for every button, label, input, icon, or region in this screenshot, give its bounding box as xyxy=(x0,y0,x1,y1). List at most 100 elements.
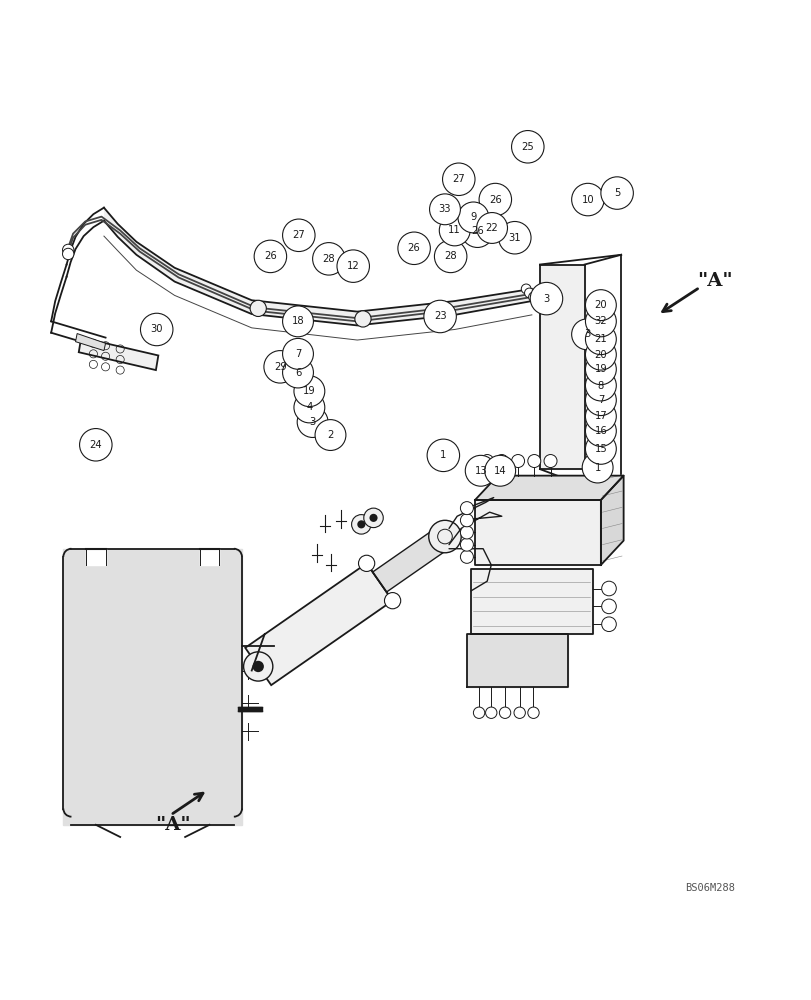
Text: 20: 20 xyxy=(594,300,607,310)
Circle shape xyxy=(585,354,616,385)
Text: 23: 23 xyxy=(433,311,446,321)
Text: 14: 14 xyxy=(493,466,506,476)
Text: 13: 13 xyxy=(474,466,487,476)
Text: 27: 27 xyxy=(452,174,465,184)
Circle shape xyxy=(294,392,324,423)
Text: 22: 22 xyxy=(485,223,498,233)
Circle shape xyxy=(601,599,616,614)
Text: 2: 2 xyxy=(327,430,333,440)
Circle shape xyxy=(442,163,474,196)
Text: 26: 26 xyxy=(488,195,501,205)
Text: 1: 1 xyxy=(440,450,446,460)
Circle shape xyxy=(499,707,510,718)
Circle shape xyxy=(601,617,616,632)
Circle shape xyxy=(358,555,375,571)
Circle shape xyxy=(585,324,616,355)
Text: 3: 3 xyxy=(309,417,315,427)
Circle shape xyxy=(527,707,539,718)
Text: BS06M288: BS06M288 xyxy=(684,883,735,893)
Circle shape xyxy=(282,306,313,337)
Circle shape xyxy=(484,455,515,486)
Circle shape xyxy=(585,339,616,370)
Text: 26: 26 xyxy=(264,251,277,261)
Circle shape xyxy=(480,455,493,468)
Text: 12: 12 xyxy=(346,261,359,271)
Circle shape xyxy=(294,376,324,407)
Polygon shape xyxy=(466,634,568,687)
Polygon shape xyxy=(474,500,600,565)
Circle shape xyxy=(478,183,511,216)
Circle shape xyxy=(460,526,473,539)
Text: 7: 7 xyxy=(294,349,301,359)
Circle shape xyxy=(429,194,460,225)
Circle shape xyxy=(585,290,616,321)
Circle shape xyxy=(585,385,616,416)
Text: 19: 19 xyxy=(303,386,315,396)
Circle shape xyxy=(434,240,466,273)
Circle shape xyxy=(397,232,430,265)
Circle shape xyxy=(312,243,345,275)
Polygon shape xyxy=(86,549,105,565)
Text: 17: 17 xyxy=(594,411,607,421)
Text: 9: 9 xyxy=(470,212,476,222)
Circle shape xyxy=(511,455,524,468)
Circle shape xyxy=(62,248,74,260)
Circle shape xyxy=(460,550,473,563)
Polygon shape xyxy=(470,569,592,634)
Circle shape xyxy=(140,313,173,346)
Text: 7: 7 xyxy=(597,395,603,405)
Text: 16: 16 xyxy=(594,426,607,436)
Circle shape xyxy=(337,250,369,282)
Text: "A": "A" xyxy=(155,816,191,834)
Circle shape xyxy=(473,707,484,718)
Circle shape xyxy=(457,202,488,233)
Circle shape xyxy=(369,514,377,522)
Circle shape xyxy=(252,661,264,672)
Text: 18: 18 xyxy=(291,316,304,326)
Circle shape xyxy=(476,213,507,243)
Circle shape xyxy=(460,514,473,527)
Text: 26: 26 xyxy=(407,243,420,253)
Polygon shape xyxy=(474,476,623,500)
Circle shape xyxy=(428,520,461,553)
Text: 28: 28 xyxy=(444,251,457,261)
Circle shape xyxy=(79,429,112,461)
Circle shape xyxy=(530,282,562,315)
Circle shape xyxy=(423,300,456,333)
Text: 8: 8 xyxy=(597,381,603,391)
Polygon shape xyxy=(372,527,452,592)
Circle shape xyxy=(250,300,266,316)
Polygon shape xyxy=(539,265,584,469)
Circle shape xyxy=(460,538,473,551)
Polygon shape xyxy=(245,563,392,685)
Circle shape xyxy=(527,455,540,468)
Circle shape xyxy=(485,707,496,718)
Circle shape xyxy=(513,707,525,718)
Circle shape xyxy=(282,338,313,369)
Circle shape xyxy=(465,455,496,486)
Text: 21: 21 xyxy=(594,334,607,344)
Circle shape xyxy=(581,452,612,483)
Text: 26: 26 xyxy=(470,226,483,236)
Text: 11: 11 xyxy=(448,225,461,235)
Circle shape xyxy=(243,652,272,681)
Circle shape xyxy=(585,401,616,432)
Circle shape xyxy=(351,515,371,534)
Text: 25: 25 xyxy=(521,142,534,152)
Circle shape xyxy=(282,219,315,252)
Circle shape xyxy=(498,221,530,254)
Text: 30: 30 xyxy=(150,324,163,334)
Circle shape xyxy=(521,284,530,294)
Circle shape xyxy=(528,292,538,302)
Text: 33: 33 xyxy=(438,204,451,214)
Circle shape xyxy=(282,357,313,388)
Circle shape xyxy=(357,520,365,528)
Circle shape xyxy=(62,244,74,256)
Text: 29: 29 xyxy=(273,362,286,372)
Circle shape xyxy=(363,508,383,528)
Circle shape xyxy=(571,319,602,350)
Circle shape xyxy=(427,439,459,472)
Circle shape xyxy=(524,288,534,298)
Text: 3: 3 xyxy=(543,294,549,304)
Text: 32: 32 xyxy=(594,316,607,326)
